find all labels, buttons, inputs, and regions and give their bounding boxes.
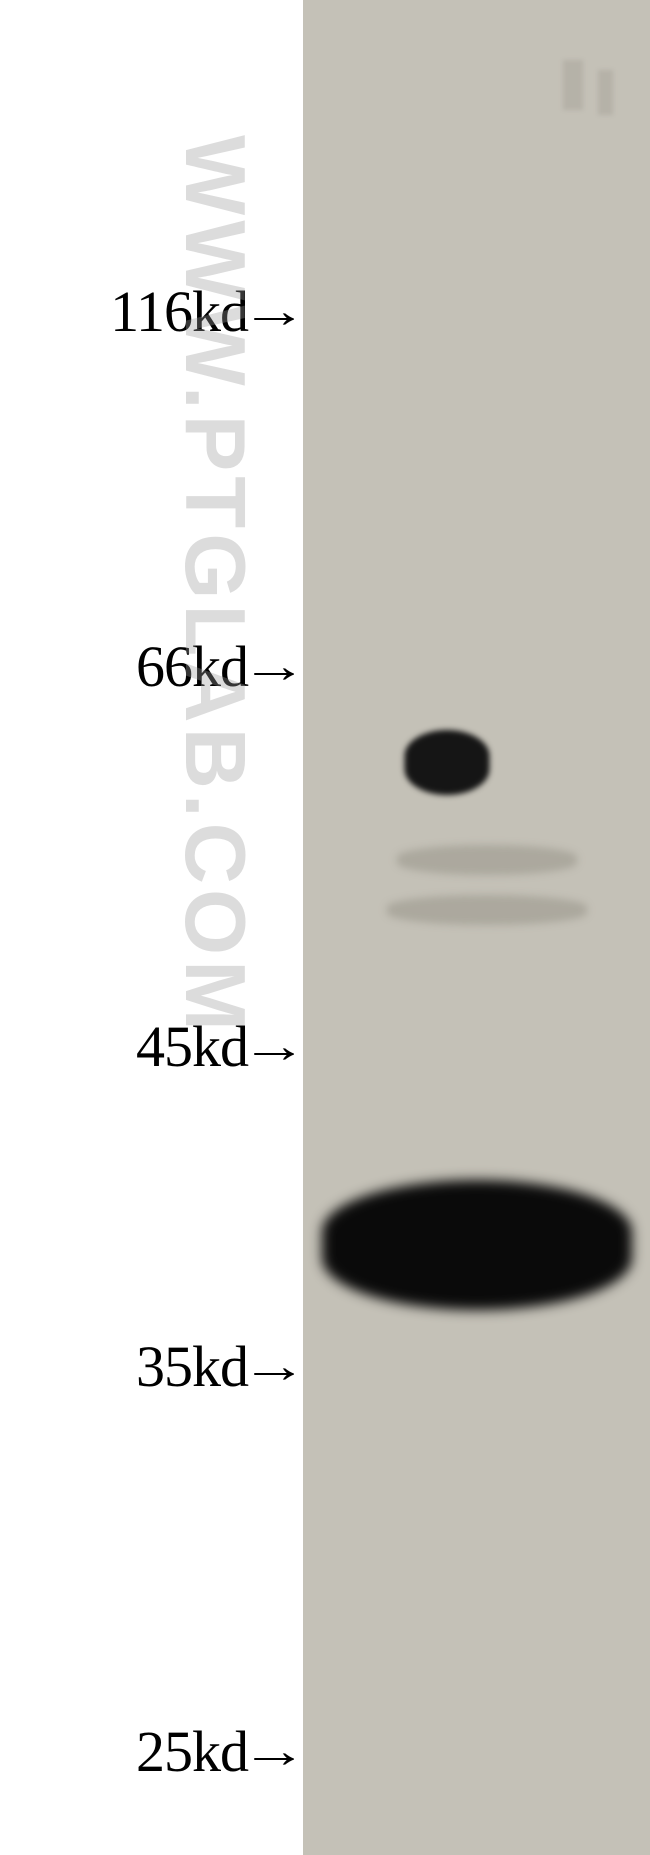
arrow-icon: →	[240, 1724, 307, 1779]
arrow-icon: →	[240, 1339, 307, 1394]
marker-116kd: 116kd →	[110, 278, 298, 345]
arrow-icon: →	[240, 639, 307, 694]
western-blot-lane	[303, 0, 650, 1855]
band-main-40kd	[322, 1180, 632, 1310]
watermark-text: WWW.PTGLAB.COM	[165, 135, 263, 1036]
marker-label-text: 25kd	[136, 1718, 248, 1785]
arrow-icon: →	[240, 1019, 307, 1074]
blot-artifact-1	[563, 60, 583, 110]
marker-35kd: 35kd →	[136, 1333, 298, 1400]
band-66kd-spot	[404, 730, 489, 795]
marker-label-text: 66kd	[136, 633, 248, 700]
marker-45kd: 45kd →	[136, 1013, 298, 1080]
blot-artifact-2	[598, 70, 613, 115]
marker-25kd: 25kd →	[136, 1718, 298, 1785]
band-faint-upper	[397, 845, 577, 875]
blot-lane-inner	[303, 0, 650, 1855]
marker-label-text: 116kd	[110, 278, 248, 345]
marker-66kd: 66kd →	[136, 633, 298, 700]
marker-label-text: 45kd	[136, 1013, 248, 1080]
arrow-icon: →	[240, 284, 307, 339]
marker-label-text: 35kd	[136, 1333, 248, 1400]
band-faint-lower	[387, 895, 587, 925]
